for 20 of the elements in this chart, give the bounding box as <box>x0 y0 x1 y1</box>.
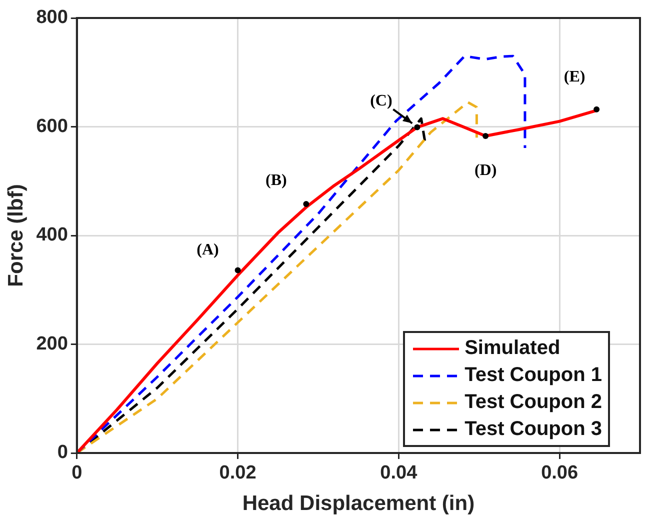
y-axis-title: Force (lbf) <box>4 184 28 287</box>
legend-label: Test Coupon 3 <box>464 418 602 441</box>
annotation: (B) <box>266 172 287 190</box>
annotation: (A) <box>196 241 219 258</box>
y-tick-label: 0 <box>57 442 68 464</box>
y-tick-label: 800 <box>36 7 68 28</box>
legend-label: Test Coupon 1 <box>464 364 602 387</box>
x-tick-label: 0.02 <box>219 462 256 484</box>
x-tick-label: 0.04 <box>380 462 418 484</box>
x-tick-label: 0 <box>72 462 82 484</box>
x-tick-label: 0.06 <box>541 462 578 484</box>
legend-label: Simulated <box>464 337 560 360</box>
annotation: (E) <box>564 68 586 86</box>
annotation: (C) <box>370 92 392 110</box>
y-tick-label: 200 <box>36 333 68 354</box>
y-tick-label: 600 <box>36 116 68 137</box>
x-axis-title: Head Displacement (in) <box>242 492 475 516</box>
annotation: (D) <box>474 162 497 180</box>
legend-label: Test Coupon 2 <box>464 391 602 414</box>
y-tick-label: 400 <box>36 224 68 246</box>
